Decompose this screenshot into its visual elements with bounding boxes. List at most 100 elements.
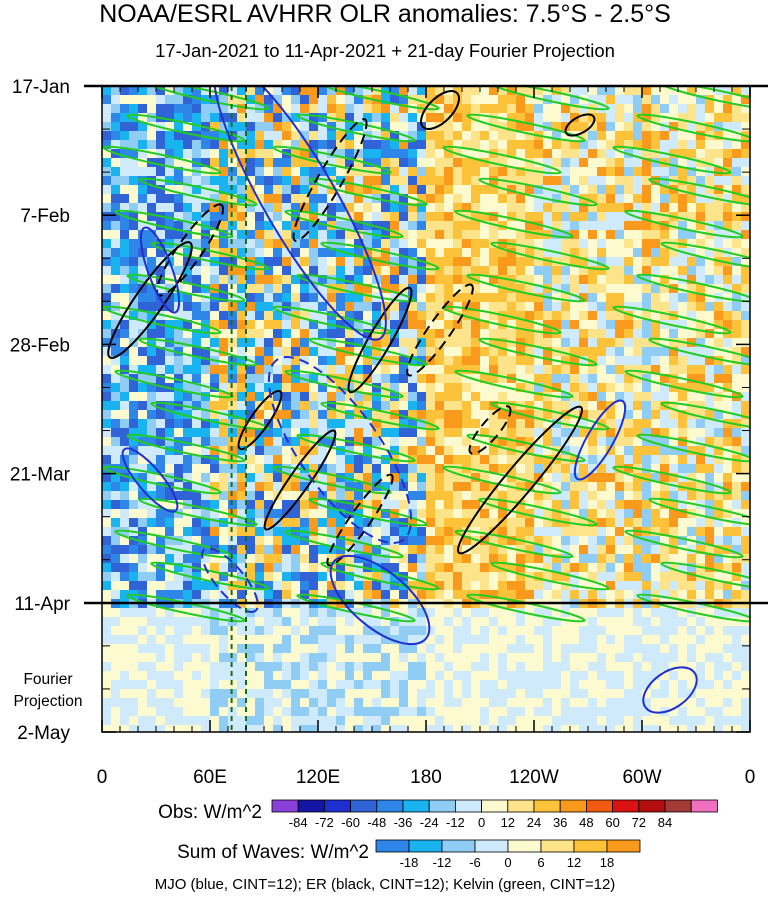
field-cell — [147, 491, 156, 500]
field-cell — [255, 437, 264, 446]
field-cell — [624, 239, 633, 248]
field-cell — [507, 140, 516, 149]
field-cell — [687, 680, 696, 689]
field-cell — [498, 473, 507, 482]
field-cell — [354, 401, 363, 410]
field-cell — [120, 203, 129, 212]
field-cell — [606, 536, 615, 545]
field-cell — [417, 230, 426, 239]
field-cell — [417, 653, 426, 662]
field-cell — [336, 113, 345, 122]
field-cell — [237, 95, 246, 104]
field-cell — [237, 653, 246, 662]
field-cell — [696, 545, 705, 554]
field-cell — [327, 410, 336, 419]
field-cell — [462, 95, 471, 104]
field-cell — [516, 95, 525, 104]
field-cell — [336, 437, 345, 446]
field-cell — [147, 707, 156, 716]
field-cell — [417, 392, 426, 401]
field-cell — [606, 194, 615, 203]
field-cell — [615, 644, 624, 653]
field-cell — [597, 275, 606, 284]
field-cell — [597, 113, 606, 122]
field-cell — [345, 95, 354, 104]
field-cell — [354, 140, 363, 149]
field-cell — [282, 545, 291, 554]
field-cell — [183, 338, 192, 347]
field-cell — [237, 248, 246, 257]
field-cell — [516, 617, 525, 626]
field-cell — [408, 212, 417, 221]
field-cell — [615, 437, 624, 446]
field-cell — [255, 554, 264, 563]
field-cell — [678, 626, 687, 635]
field-cell — [741, 95, 750, 104]
field-cell — [678, 464, 687, 473]
field-cell — [147, 347, 156, 356]
field-cell — [237, 311, 246, 320]
field-cell — [642, 545, 651, 554]
field-cell — [273, 671, 282, 680]
field-cell — [489, 257, 498, 266]
field-cell — [489, 536, 498, 545]
field-cell — [336, 221, 345, 230]
field-cell — [687, 212, 696, 221]
field-cell — [651, 122, 660, 131]
field-cell — [453, 176, 462, 185]
field-cell — [498, 644, 507, 653]
field-cell — [615, 275, 624, 284]
field-cell — [255, 239, 264, 248]
field-cell — [561, 266, 570, 275]
field-cell — [111, 95, 120, 104]
field-cell — [408, 626, 417, 635]
field-cell — [732, 581, 741, 590]
field-cell — [201, 419, 210, 428]
field-cell — [498, 482, 507, 491]
field-cell — [606, 275, 615, 284]
field-cell — [561, 626, 570, 635]
field-cell — [606, 644, 615, 653]
field-cell — [246, 230, 255, 239]
field-cell — [516, 248, 525, 257]
field-cell — [723, 104, 732, 113]
field-cell — [156, 329, 165, 338]
field-cell — [579, 140, 588, 149]
field-cell — [714, 320, 723, 329]
field-cell — [741, 257, 750, 266]
field-cell — [318, 284, 327, 293]
field-cell — [633, 257, 642, 266]
field-cell — [264, 644, 273, 653]
field-cell — [624, 104, 633, 113]
field-cell — [642, 194, 651, 203]
field-cell — [444, 392, 453, 401]
field-cell — [669, 608, 678, 617]
field-cell — [669, 248, 678, 257]
field-cell — [138, 563, 147, 572]
field-cell — [255, 572, 264, 581]
field-cell — [687, 491, 696, 500]
field-cell — [237, 167, 246, 176]
field-cell — [660, 617, 669, 626]
field-cell — [336, 410, 345, 419]
field-cell — [507, 617, 516, 626]
field-cell — [723, 428, 732, 437]
field-cell — [174, 689, 183, 698]
field-cell — [606, 671, 615, 680]
field-cell — [669, 590, 678, 599]
field-cell — [525, 428, 534, 437]
field-cell — [543, 446, 552, 455]
field-cell — [291, 248, 300, 257]
field-cell — [651, 320, 660, 329]
field-cell — [138, 581, 147, 590]
field-cell — [723, 401, 732, 410]
field-cell — [561, 140, 570, 149]
field-cell — [624, 410, 633, 419]
field-cell — [336, 653, 345, 662]
field-cell — [453, 356, 462, 365]
field-cell — [273, 140, 282, 149]
field-cell — [300, 302, 309, 311]
field-cell — [588, 212, 597, 221]
field-cell — [426, 491, 435, 500]
field-cell — [714, 338, 723, 347]
